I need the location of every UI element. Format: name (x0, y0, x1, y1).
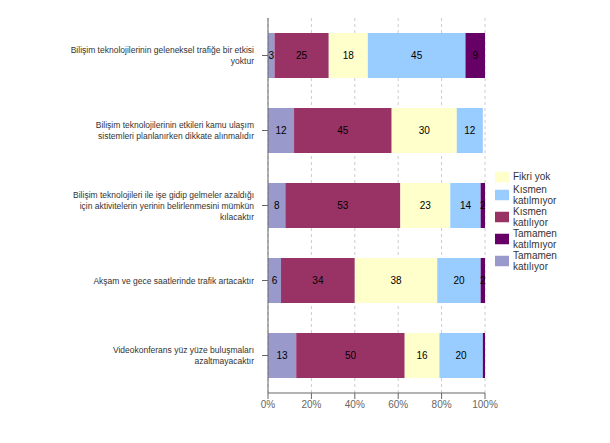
svg-text:45: 45 (411, 50, 423, 61)
svg-text:25: 25 (296, 50, 308, 61)
html-text:Tamamen katılmıyor: Tamamen katılmıyor (513, 227, 557, 250)
svg-text:30: 30 (419, 125, 431, 136)
svg-text:18: 18 (343, 50, 355, 61)
svg-text:50: 50 (345, 350, 357, 361)
svg-text:8: 8 (274, 200, 280, 211)
svg-text:23: 23 (420, 200, 432, 211)
html-text:Tamamen katılıyor: Tamamen katılıyor (513, 249, 557, 272)
svg-text:6: 6 (272, 275, 278, 286)
svg-text:12: 12 (275, 125, 287, 136)
html-text:Fikri yok: Fikri yok (513, 171, 551, 182)
svg-text:34: 34 (312, 275, 324, 286)
svg-text:20%: 20% (301, 399, 321, 410)
svg-text:12: 12 (464, 125, 476, 136)
svg-text:20: 20 (456, 350, 468, 361)
svg-text:40%: 40% (345, 399, 365, 410)
svg-text:53: 53 (337, 200, 349, 211)
svg-text:60%: 60% (388, 399, 408, 410)
svg-text:14: 14 (460, 200, 472, 211)
svg-text:13: 13 (277, 350, 289, 361)
svg-text:20: 20 (453, 275, 465, 286)
html-text:Kısmen katılmıyor: Kısmen katılmıyor (513, 183, 557, 206)
svg-text:45: 45 (337, 125, 349, 136)
svg-text:100%: 100% (472, 399, 498, 410)
svg-text:2: 2 (480, 200, 486, 211)
svg-text:Bilişim teknolojilerinin gelen: Bilişim teknolojilerinin geleneksel traf… (71, 45, 254, 66)
svg-text:3: 3 (268, 50, 274, 61)
svg-text:Akşam ve gece saatlerinde traf: Akşam ve gece saatlerinde trafik artacak… (93, 276, 254, 286)
svg-text:2: 2 (480, 275, 486, 286)
svg-text:Bilişim teknolojileri ile işe: Bilişim teknolojileri ile işe gidip gelm… (73, 190, 254, 222)
svg-text:80%: 80% (432, 399, 452, 410)
html-text:Kısmen katılıyor: Kısmen katılıyor (513, 205, 548, 228)
svg-text:Videokonferans yüz yüze buluşm: Videokonferans yüz yüze buluşmalarıazalt… (113, 345, 254, 366)
svg-text:9: 9 (472, 50, 478, 61)
svg-text:16: 16 (417, 350, 429, 361)
svg-text:Bilişim teknolojilerinin etkil: Bilişim teknolojilerinin etkileri kamu u… (96, 120, 254, 141)
svg-text:38: 38 (390, 275, 402, 286)
svg-text:0%: 0% (261, 399, 276, 410)
